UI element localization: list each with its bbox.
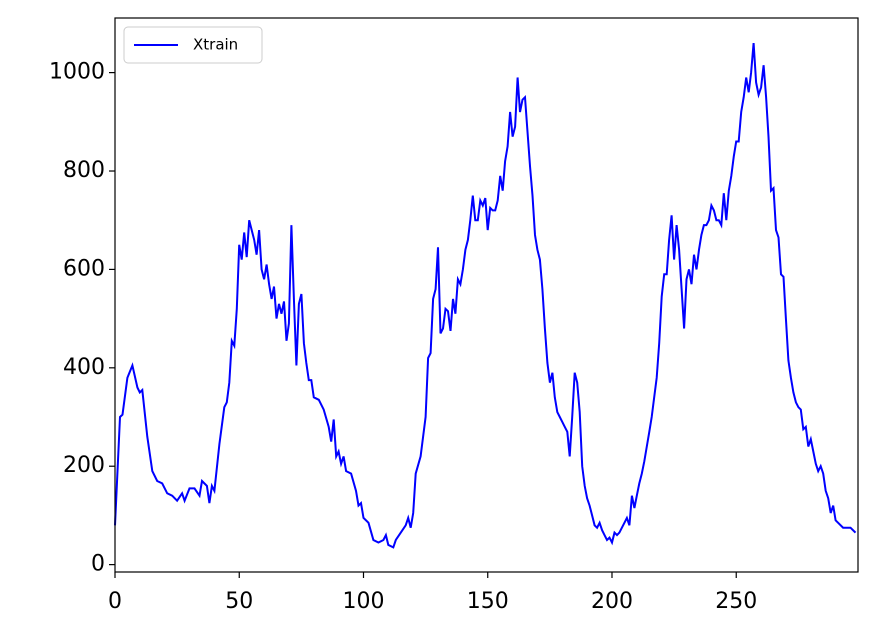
- y-tick-label: 0: [91, 552, 105, 577]
- y-tick-label: 800: [63, 158, 105, 183]
- y-tick-label: 1000: [49, 60, 105, 85]
- y-tick-label: 600: [63, 256, 105, 281]
- legend-box: [123, 26, 263, 64]
- legend-label: Xtrain: [193, 36, 238, 54]
- y-tick-label: 400: [63, 355, 105, 380]
- y-tick-label: 200: [63, 453, 105, 478]
- x-tick-label: 250: [715, 589, 757, 614]
- x-tick-label: 150: [467, 589, 509, 614]
- x-tick-label: 100: [342, 589, 384, 614]
- x-tick-label: 0: [108, 589, 122, 614]
- data-line: [114, 43, 857, 549]
- x-tick-label: 200: [591, 589, 633, 614]
- plot-frame: [114, 17, 859, 573]
- x-tick-label: 50: [225, 589, 253, 614]
